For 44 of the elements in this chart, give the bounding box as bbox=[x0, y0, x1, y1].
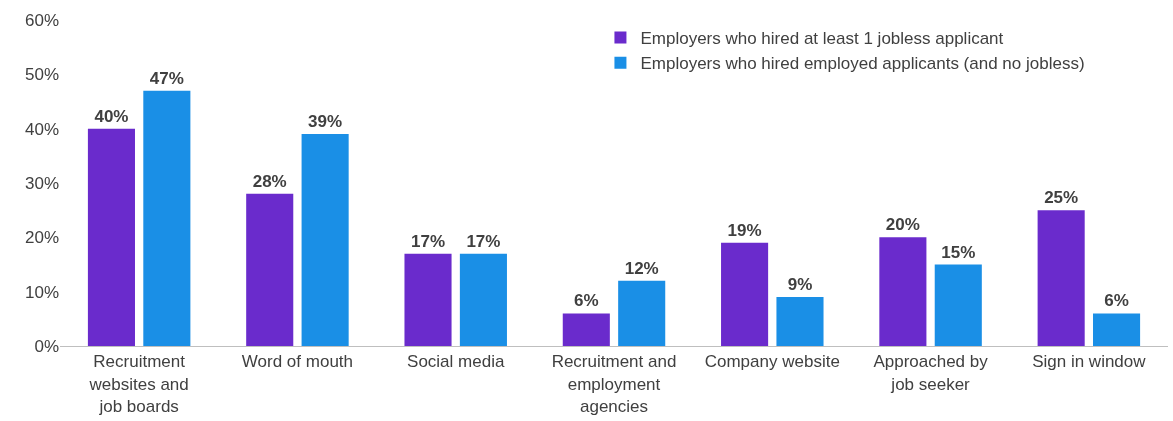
data-label: 47% bbox=[149, 68, 184, 88]
bar bbox=[618, 280, 666, 346]
data-label: 39% bbox=[308, 112, 343, 132]
x-tick-label: Social media bbox=[407, 352, 505, 372]
bar bbox=[562, 313, 610, 346]
bar bbox=[934, 264, 982, 346]
legend-label: Employers who hired at least 1 jobless applicant bbox=[640, 29, 1004, 49]
data-label: 17% bbox=[466, 231, 501, 251]
data-label: 40% bbox=[94, 106, 129, 126]
bar bbox=[459, 253, 507, 346]
y-tick-label: 30% bbox=[24, 173, 59, 193]
x-tick-label: Sign in window bbox=[1032, 352, 1147, 372]
bar bbox=[246, 193, 294, 346]
x-tick-label: Company website bbox=[704, 352, 840, 372]
x-tick-label: Recruitment and employment agencies bbox=[551, 352, 677, 416]
data-label: 6% bbox=[1104, 291, 1129, 311]
legend-label: Employers who hired employed applicants (and no jobless) bbox=[640, 54, 1085, 74]
bar bbox=[143, 90, 191, 346]
data-label: 6% bbox=[574, 291, 599, 311]
bar bbox=[721, 242, 769, 346]
data-label: 12% bbox=[624, 258, 659, 278]
y-tick-label: 40% bbox=[24, 119, 59, 139]
data-label: 15% bbox=[941, 242, 976, 262]
data-label: 9% bbox=[787, 275, 813, 295]
bar bbox=[776, 297, 824, 346]
y-tick-label: 50% bbox=[24, 65, 59, 85]
bar bbox=[301, 134, 349, 346]
bar bbox=[404, 253, 452, 346]
bar bbox=[1093, 313, 1141, 346]
x-tick-label: Word of mouth bbox=[241, 352, 354, 372]
x-tick-label: Recruitment websites and job boards bbox=[88, 352, 189, 416]
data-label: 19% bbox=[727, 220, 762, 240]
data-label: 28% bbox=[252, 171, 287, 191]
bar bbox=[87, 128, 135, 346]
bar bbox=[879, 237, 927, 346]
y-tick-label: 20% bbox=[24, 228, 59, 248]
data-label: 25% bbox=[1044, 188, 1079, 208]
y-tick-label: 0% bbox=[34, 336, 59, 356]
y-tick-label: 10% bbox=[24, 282, 59, 302]
data-label: 17% bbox=[411, 231, 446, 251]
y-tick-label: 60% bbox=[24, 10, 59, 30]
x-tick-label: Approached by job seeker bbox=[873, 352, 989, 394]
data-label: 20% bbox=[885, 215, 920, 235]
bar bbox=[1037, 210, 1085, 346]
